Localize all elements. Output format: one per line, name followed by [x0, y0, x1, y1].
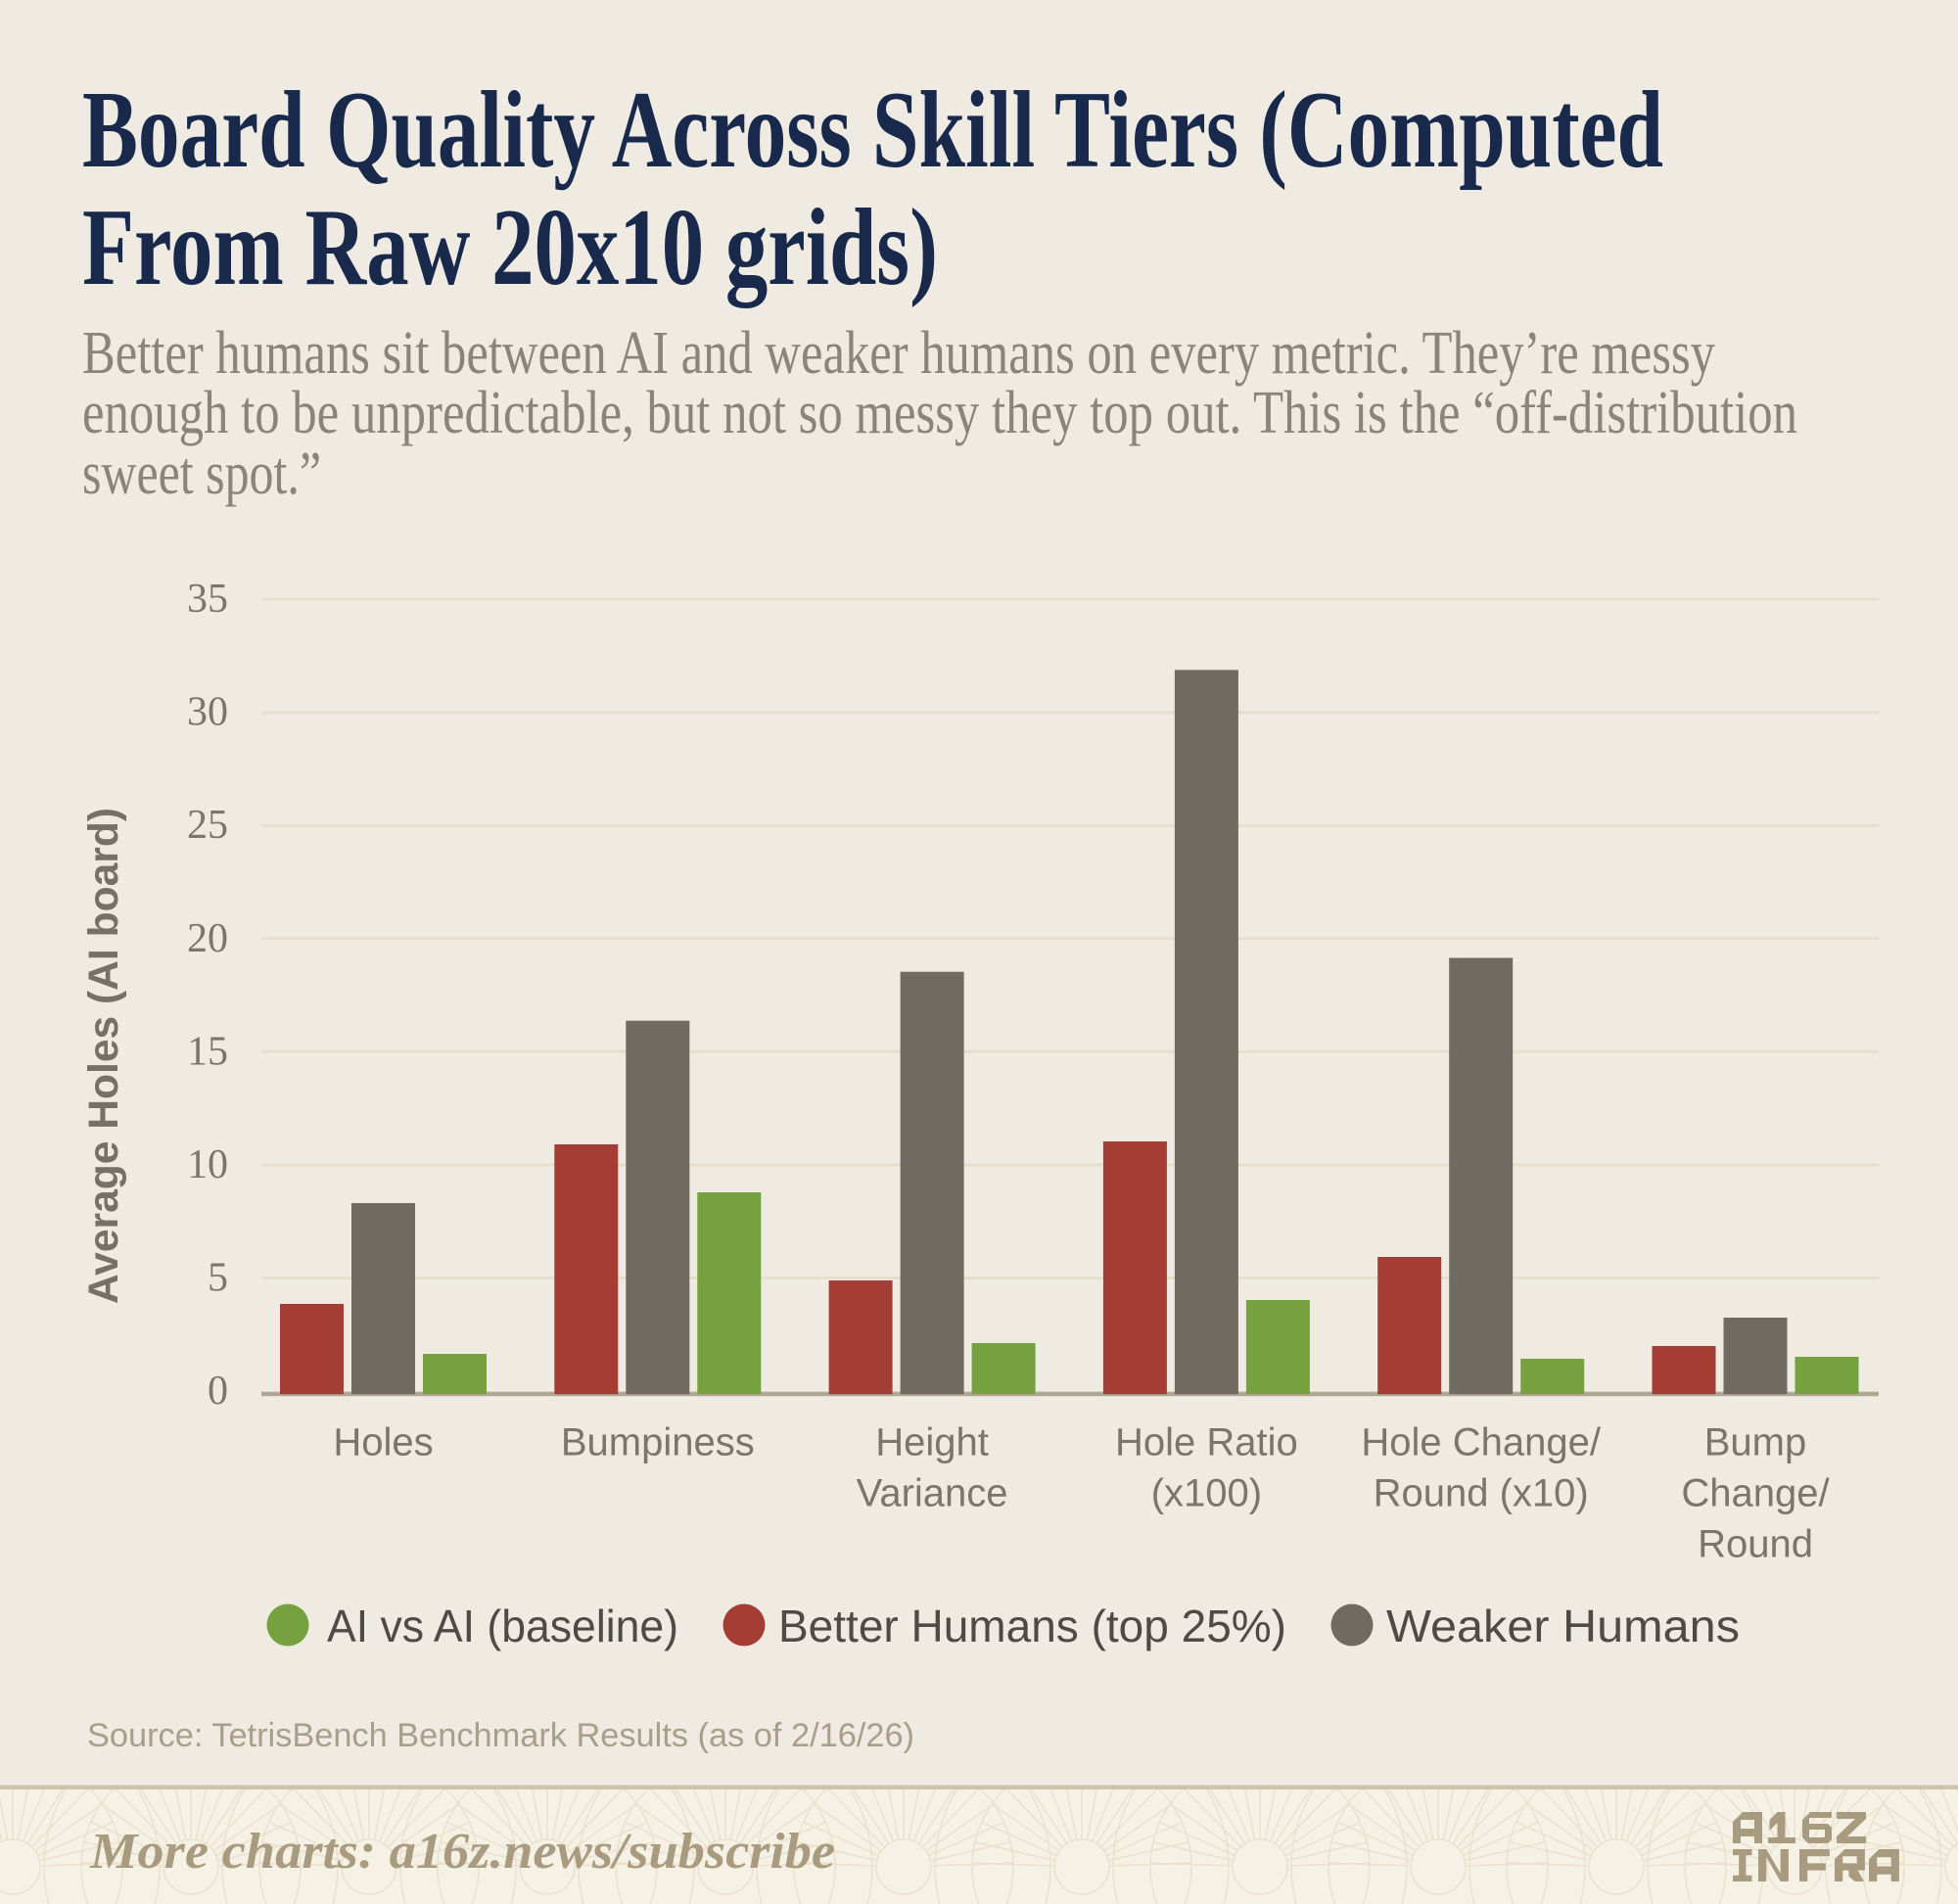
svg-text:(x100): (x100): [1151, 1472, 1262, 1515]
svg-text:Source: TetrisBench Benchmark: Source: TetrisBench Benchmark Results (a…: [87, 1717, 914, 1754]
svg-text:15: 15: [187, 1029, 228, 1074]
svg-text:25: 25: [187, 803, 228, 848]
svg-text:Height: Height: [875, 1421, 989, 1464]
svg-text:Average Holes (AI board): Average Holes (AI board): [80, 808, 127, 1304]
svg-text:0: 0: [208, 1369, 228, 1414]
svg-text:35: 35: [187, 577, 228, 622]
svg-text:Holes: Holes: [333, 1421, 433, 1464]
svg-text:30: 30: [187, 690, 228, 735]
svg-text:Better Humans (top 25%): Better Humans (top 25%): [778, 1601, 1286, 1651]
svg-text:From Raw 20x10 grids): From Raw 20x10 grids): [82, 187, 938, 308]
svg-text:Board Quality Across Skill Tie: Board Quality Across Skill Tiers (Comput…: [82, 70, 1663, 191]
svg-text:Bump: Bump: [1704, 1421, 1807, 1464]
svg-text:Hole Change/: Hole Change/: [1361, 1421, 1601, 1464]
svg-text:enough to be unpredictable, bu: enough to be unpredictable, but not so m…: [82, 380, 1797, 446]
svg-text:Bumpiness: Bumpiness: [561, 1421, 755, 1464]
svg-text:More charts: a16z.news/subscri: More charts: a16z.news/subscribe: [89, 1824, 835, 1880]
svg-text:10: 10: [187, 1142, 228, 1187]
svg-text:5: 5: [208, 1256, 228, 1301]
svg-text:Variance: Variance: [857, 1472, 1008, 1515]
svg-text:Weaker Humans: Weaker Humans: [1386, 1601, 1740, 1651]
svg-text:Round (x10): Round (x10): [1374, 1472, 1589, 1515]
svg-text:Better humans sit between AI a: Better humans sit between AI and weaker …: [82, 320, 1715, 387]
svg-text:Round: Round: [1698, 1523, 1813, 1566]
svg-text:Hole Ratio: Hole Ratio: [1115, 1421, 1298, 1464]
svg-text:20: 20: [187, 916, 228, 961]
svg-text:Change/: Change/: [1681, 1472, 1830, 1515]
svg-text:AI vs AI (baseline): AI vs AI (baseline): [327, 1601, 678, 1651]
svg-text:sweet spot.”: sweet spot.”: [82, 441, 321, 507]
